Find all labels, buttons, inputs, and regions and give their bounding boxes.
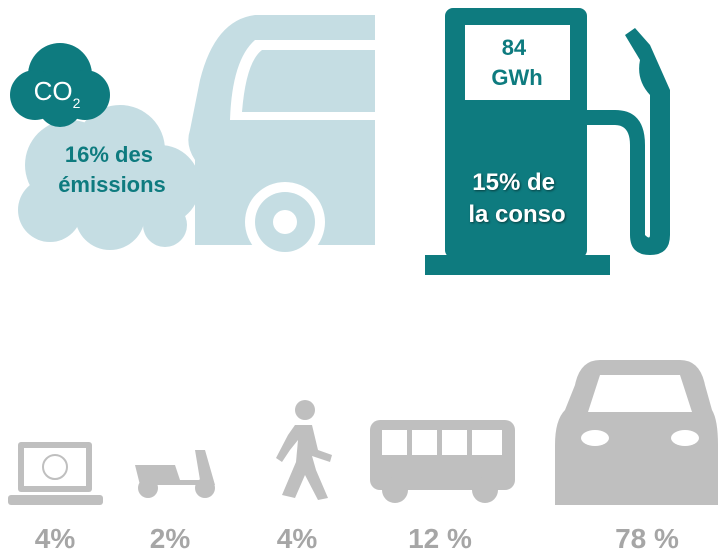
pedestrian-icon	[276, 400, 332, 500]
emissions-text: 16% des émissions	[58, 142, 166, 197]
energy-line: GWh	[491, 65, 542, 90]
co2-text: CO	[34, 76, 73, 106]
pump-energy: 84 GWh	[491, 35, 542, 90]
emissions-line: 16% des	[65, 142, 153, 167]
co2-subscript: 2	[73, 95, 81, 111]
share-line: la conso	[468, 201, 565, 228]
pump-share: 15% de la conso	[468, 169, 565, 228]
co2-cloud	[10, 43, 110, 127]
mode-share: 4%	[277, 523, 318, 553]
mode-share: 4%	[35, 523, 76, 553]
car-icon	[555, 360, 718, 505]
share-line: 15% de	[472, 169, 555, 196]
mode-share: 12 %	[408, 523, 472, 553]
mode-share: 2%	[150, 523, 191, 553]
bus-icon	[370, 420, 515, 503]
pump-screen	[465, 25, 570, 100]
mode-icons	[8, 360, 718, 505]
car-window-frame	[242, 50, 375, 112]
laptop-icon	[8, 442, 103, 505]
energy-line: 84	[502, 35, 527, 60]
mode-share: 78 %	[615, 523, 679, 553]
scooter-icon	[135, 450, 215, 498]
exhaust-cloud	[18, 105, 200, 250]
emissions-line: émissions	[58, 172, 166, 197]
co2-label: CO2	[34, 76, 81, 111]
